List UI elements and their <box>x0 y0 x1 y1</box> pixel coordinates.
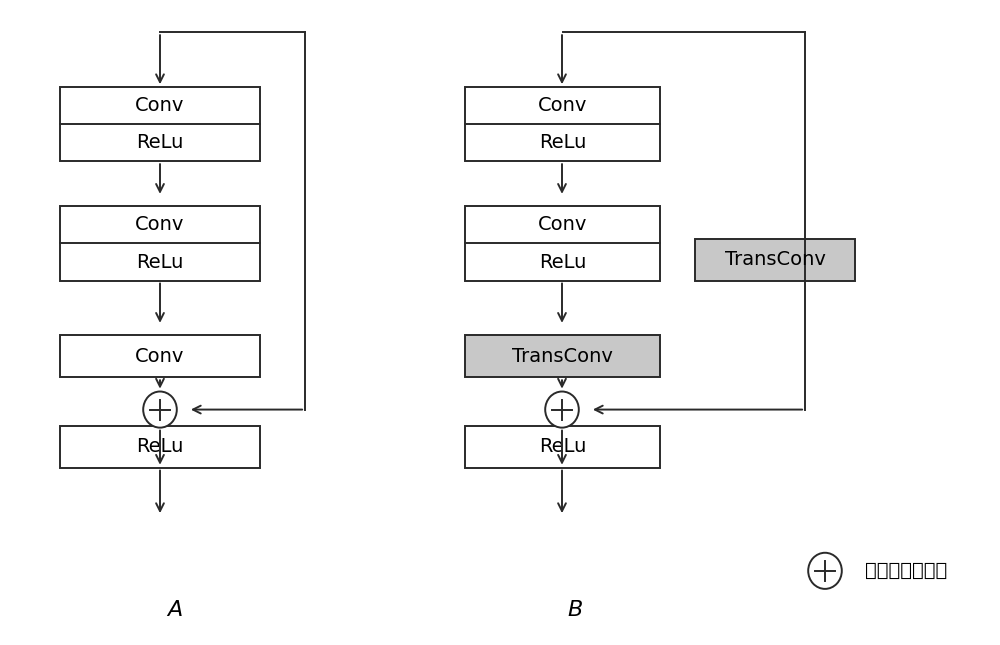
Bar <box>60 426 260 468</box>
Text: ReLu: ReLu <box>539 437 586 456</box>
Bar <box>465 87 660 161</box>
Text: A: A <box>167 599 183 620</box>
Bar <box>60 335 260 377</box>
Text: TransConv: TransConv <box>725 250 825 269</box>
Text: ReLu: ReLu <box>539 253 586 272</box>
Text: ReLu: ReLu <box>136 253 184 272</box>
Text: Conv: Conv <box>538 96 587 115</box>
Text: TransConv: TransConv <box>512 347 613 366</box>
Text: 代表像素的加和: 代表像素的加和 <box>865 561 947 580</box>
Bar <box>60 206 260 281</box>
Text: ReLu: ReLu <box>136 437 184 456</box>
Text: Conv: Conv <box>135 347 185 366</box>
Text: B: B <box>567 599 583 620</box>
Ellipse shape <box>808 553 842 589</box>
Bar <box>60 87 260 161</box>
Text: ReLu: ReLu <box>539 134 586 152</box>
Ellipse shape <box>143 392 177 428</box>
Text: ReLu: ReLu <box>136 134 184 152</box>
Bar <box>465 426 660 468</box>
Bar <box>465 206 660 281</box>
Text: Conv: Conv <box>538 215 587 234</box>
Bar <box>695 239 855 281</box>
Text: Conv: Conv <box>135 215 185 234</box>
Text: Conv: Conv <box>135 96 185 115</box>
Bar <box>465 335 660 377</box>
Ellipse shape <box>545 392 579 428</box>
